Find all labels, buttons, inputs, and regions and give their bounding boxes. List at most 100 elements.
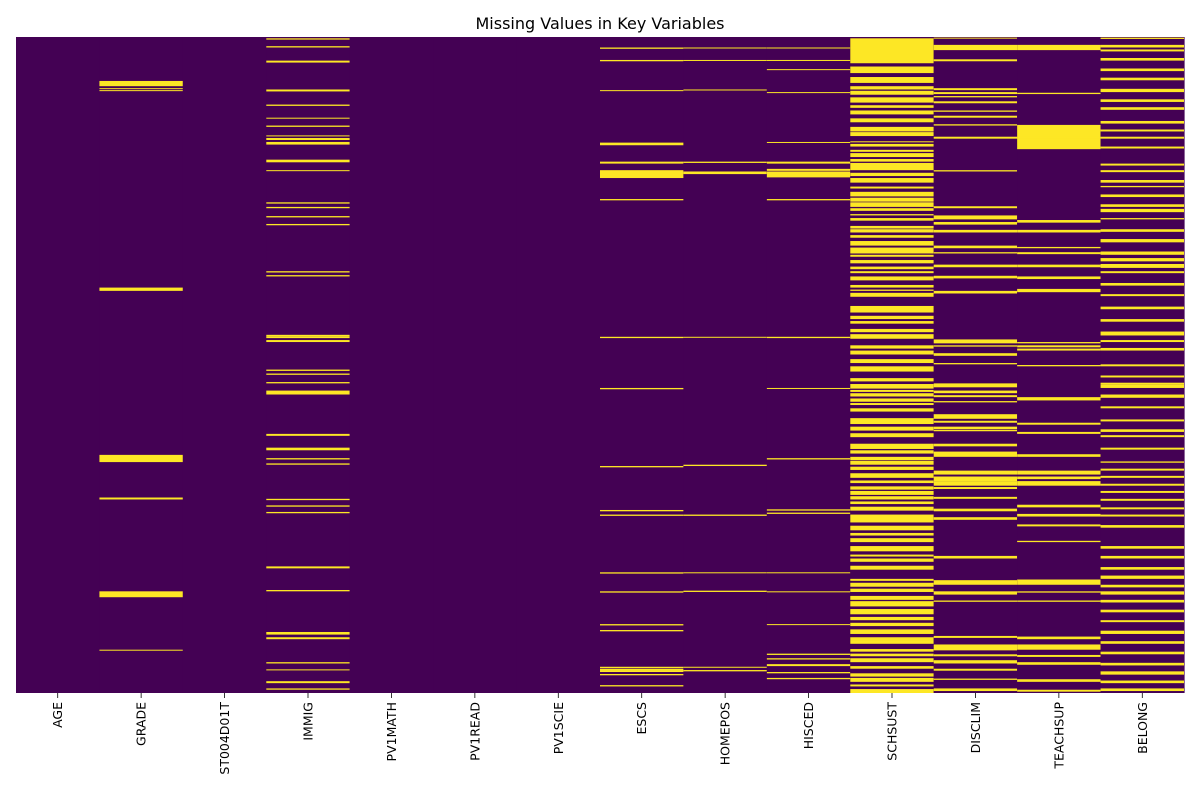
missing-band-schsust-23 (850, 202, 934, 207)
missing-band-belong-15 (1100, 180, 1184, 183)
missing-band-schsust-47 (850, 359, 934, 364)
missing-band-belong-12 (1100, 146, 1184, 149)
x-tick-label-grade: GRADE (134, 702, 149, 746)
missing-band-disclim-36 (933, 476, 1018, 482)
missing-band-escs-5 (600, 170, 684, 179)
missing-band-teachsup-3 (1017, 136, 1101, 139)
missing-band-disclim-50 (933, 668, 1018, 671)
missing-band-schsust-73 (850, 532, 934, 536)
missing-band-belong-38 (1100, 394, 1184, 398)
missing-band-belong-23 (1100, 251, 1184, 255)
missing-band-belong-17 (1100, 194, 1184, 198)
missing-band-belong-45 (1100, 468, 1184, 471)
missing-band-belong-52 (1100, 525, 1184, 528)
missing-band-hisced-15 (766, 591, 851, 593)
missing-band-schsust-74 (850, 538, 934, 543)
missing-band-schsust-82 (850, 595, 934, 600)
missing-band-schsust-62 (850, 460, 934, 465)
missing-band-schsust-57 (850, 426, 934, 431)
missing-band-disclim-18 (933, 264, 1018, 268)
missing-band-belong-42 (1100, 435, 1184, 438)
missing-band-schsust-75 (850, 546, 934, 552)
missing-band-immig-25 (266, 433, 350, 436)
missing-band-teachsup-24 (1017, 524, 1101, 527)
missing-band-belong-30 (1100, 319, 1184, 322)
missing-band-grade-5 (99, 497, 183, 500)
missing-band-disclim-27 (933, 395, 1018, 398)
missing-band-belong-1 (1100, 44, 1184, 48)
missing-band-teachsup-10 (1017, 288, 1101, 293)
missing-band-belong-8 (1100, 107, 1184, 110)
missing-band-schsust-5 (850, 97, 934, 103)
missing-band-homepos-2 (683, 89, 767, 91)
missing-band-schsust-6 (850, 105, 934, 108)
missing-band-schsust-89 (850, 640, 934, 644)
missing-band-schsust-40 (850, 305, 934, 313)
missing-band-schsust-34 (850, 266, 934, 270)
missing-band-schsust-68 (850, 496, 934, 500)
missing-band-disclim-34 (933, 451, 1018, 457)
heatmap-column-pv1read (433, 37, 518, 693)
x-tick-label-schsust: SCHSUST (885, 702, 900, 761)
missing-band-homepos-5 (683, 336, 767, 338)
missing-band-schsust-54 (850, 403, 934, 406)
missing-band-schsust-9 (850, 126, 934, 132)
missing-band-schsust-80 (850, 582, 934, 587)
missing-band-belong-3 (1100, 57, 1184, 61)
missing-band-grade-3 (99, 287, 183, 291)
x-tick-label-belong: BELONG (1135, 702, 1150, 754)
missing-band-disclim-30 (933, 420, 1018, 423)
missing-band-escs-0 (600, 47, 684, 49)
missing-band-immig-18 (266, 334, 350, 337)
missing-band-belong-2 (1100, 49, 1184, 52)
x-tick-label-disclim: DISCLIM (968, 702, 983, 753)
missing-band-schsust-46 (850, 350, 934, 355)
x-tick-label-immig: IMMIG (301, 702, 316, 741)
missing-band-belong-40 (1100, 419, 1184, 422)
missing-band-schsust-0 (850, 38, 934, 64)
x-tick-label-pv1read: PV1READ (467, 702, 482, 761)
missing-band-belong-61 (1100, 620, 1184, 623)
missing-band-schsust-18 (850, 178, 934, 181)
missing-band-disclim-45 (933, 600, 1018, 602)
missing-band-disclim-49 (933, 660, 1018, 664)
missing-band-schsust-25 (850, 214, 934, 216)
missing-band-disclim-52 (933, 688, 1018, 692)
missing-band-escs-12 (600, 572, 684, 574)
missing-band-escs-14 (600, 624, 684, 626)
missing-band-disclim-26 (933, 390, 1018, 394)
missing-band-belong-28 (1100, 294, 1184, 297)
missing-band-belong-7 (1100, 99, 1184, 102)
missing-band-disclim-0 (933, 37, 1018, 39)
missing-band-schsust-52 (850, 393, 934, 397)
missing-band-belong-32 (1100, 340, 1184, 343)
missing-band-belong-66 (1100, 671, 1184, 675)
missing-band-belong-60 (1100, 609, 1184, 613)
missing-band-teachsup-14 (1017, 365, 1101, 367)
missing-band-schsust-53 (850, 398, 934, 402)
x-tick-label-age: AGE (50, 702, 65, 728)
missing-band-grade-7 (99, 649, 183, 651)
missing-band-homepos-3 (683, 161, 767, 163)
missing-band-belong-33 (1100, 347, 1184, 351)
missing-band-belong-16 (1100, 185, 1184, 188)
missing-band-immig-12 (266, 202, 350, 204)
missing-band-schsust-21 (850, 191, 934, 197)
missing-band-teachsup-30 (1017, 644, 1101, 650)
missing-band-schsust-16 (850, 162, 934, 171)
missing-band-immig-35 (266, 637, 350, 640)
chart-title: Missing Values in Key Variables (476, 14, 725, 33)
missing-band-teachsup-17 (1017, 431, 1101, 434)
missing-band-schsust-35 (850, 271, 934, 274)
missing-band-escs-10 (600, 509, 684, 512)
missing-band-homepos-6 (683, 464, 767, 467)
missing-band-teachsup-15 (1017, 397, 1101, 401)
missing-band-belong-26 (1100, 271, 1184, 274)
missing-band-disclim-24 (933, 363, 1018, 365)
x-axis-ticks: AGE GRADE ST004D01T IMMIG PV1MATH PV1READ PV1S… (50, 693, 1150, 775)
missing-band-homepos-1 (683, 59, 767, 61)
missing-band-teachsup-12 (1017, 345, 1101, 348)
missing-band-teachsup-28 (1017, 600, 1101, 602)
missing-band-disclim-35 (933, 470, 1018, 475)
missing-band-hisced-13 (766, 512, 851, 514)
